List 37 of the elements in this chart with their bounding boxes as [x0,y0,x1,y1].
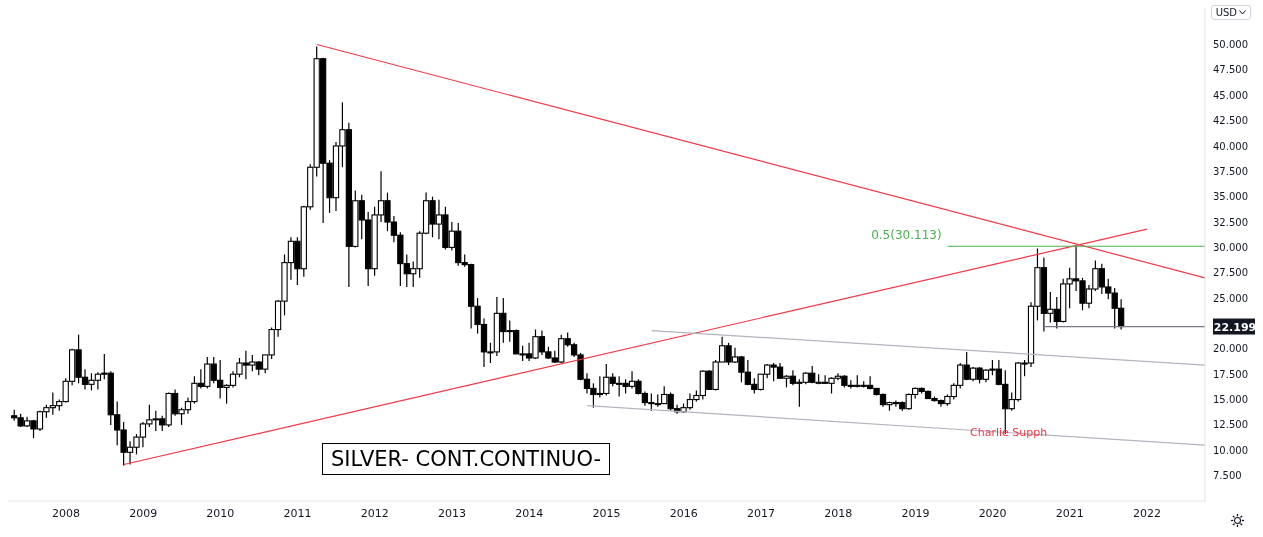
x-tick-label: 2016 [669,506,698,520]
y-tick-label: 17.500 [1213,368,1248,380]
annotation: Charlie Supph [970,426,1048,439]
y-tick-label: 37.500 [1213,165,1248,177]
y-tick-label: 25.000 [1213,292,1248,304]
x-tick-label: 2008 [51,506,80,520]
y-tick-label: 20.000 [1213,343,1248,355]
y-tick-label: 50.000 [1213,39,1248,51]
x-tick-label: 2019 [901,506,930,520]
annotation: 22.199 [1213,320,1257,334]
y-tick-label: 15.000 [1213,394,1248,406]
x-tick-label: 2017 [746,506,775,520]
y-tick-label: 45.000 [1213,89,1248,101]
y-tick-label: 40.000 [1213,140,1248,152]
annotation: 0.5(30.113) [871,228,942,243]
y-tick-label: 12.500 [1213,419,1248,431]
currency-dropdown: USD [1210,5,1251,20]
y-tick-label: 47.500 [1213,64,1248,76]
x-tick-label: 2011 [283,506,312,520]
x-tick-label: 2018 [824,506,853,520]
x-tick-label: 2012 [360,506,389,520]
text: SILVER- CONT.CONTINUO- [322,443,611,475]
x-tick-label: 2009 [129,506,158,520]
y-tick-label: 32.500 [1213,216,1248,228]
y-tick-label: 7.500 [1213,470,1242,482]
y-tick-label: 35.000 [1213,191,1248,203]
x-tick-label: 2020 [978,506,1007,520]
x-tick-label: 2015 [592,506,621,520]
x-tick-label: 2013 [438,506,467,520]
y-tick-label: 10.000 [1213,444,1248,456]
x-tick-label: 2010 [206,506,235,520]
y-tick-label: 30.000 [1213,241,1248,253]
x-tick-label: 2014 [515,506,544,520]
x-tick-label: 2021 [1055,506,1084,520]
x-tick-label: 2022 [1133,506,1162,520]
y-tick-label: 42.500 [1213,115,1248,127]
y-tick-label: 27.500 [1213,267,1248,279]
